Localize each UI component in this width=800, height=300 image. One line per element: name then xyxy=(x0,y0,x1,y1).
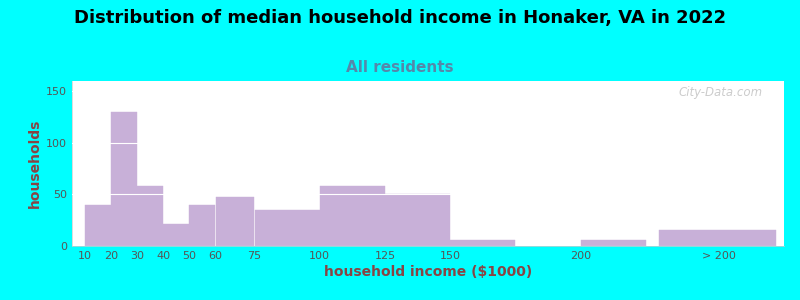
X-axis label: household income ($1000): household income ($1000) xyxy=(324,265,532,279)
Bar xyxy=(85,205,111,246)
Y-axis label: households: households xyxy=(28,119,42,208)
Bar xyxy=(320,186,385,246)
Bar xyxy=(581,240,646,246)
Bar xyxy=(163,224,190,246)
Bar xyxy=(254,210,320,246)
Text: City-Data.com: City-Data.com xyxy=(678,86,762,99)
Bar xyxy=(450,240,515,246)
Bar xyxy=(138,186,163,246)
Bar xyxy=(659,230,776,246)
Bar xyxy=(111,112,137,246)
Bar xyxy=(190,205,215,246)
Text: Distribution of median household income in Honaker, VA in 2022: Distribution of median household income … xyxy=(74,9,726,27)
Bar xyxy=(385,194,450,246)
Bar xyxy=(215,196,254,246)
Text: All residents: All residents xyxy=(346,60,454,75)
